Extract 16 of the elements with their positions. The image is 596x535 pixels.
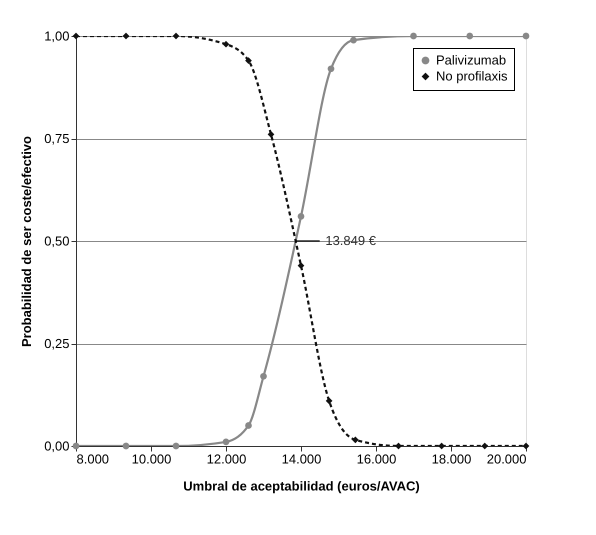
y-tick-label: 0,00 (44, 438, 70, 454)
y-axis-title: Probabilidad de ser coste/efectivo (19, 136, 34, 347)
y-tick-label: 0,50 (44, 234, 70, 248)
x-tick-label: 20.000 (486, 452, 526, 466)
x-tick-label: 12.000 (206, 452, 246, 466)
x-tick-label: 16.000 (356, 452, 396, 466)
y-tick-label: 1,00 (44, 28, 70, 44)
x-tick-label: 14.000 (282, 452, 322, 466)
legend-label: Palivizumab (436, 52, 506, 68)
y-tick-label: 0,75 (44, 131, 70, 146)
x-tick-label: 8.000 (76, 452, 110, 466)
x-axis-title: Umbral de aceptabilidad (euros/AVAC) (183, 478, 420, 494)
y-tick-label: 0,25 (44, 336, 70, 351)
x-tick-label: 18.000 (432, 452, 472, 466)
legend-label: No profilaxis (436, 68, 508, 84)
x-tick-label: 10.000 (132, 452, 172, 466)
